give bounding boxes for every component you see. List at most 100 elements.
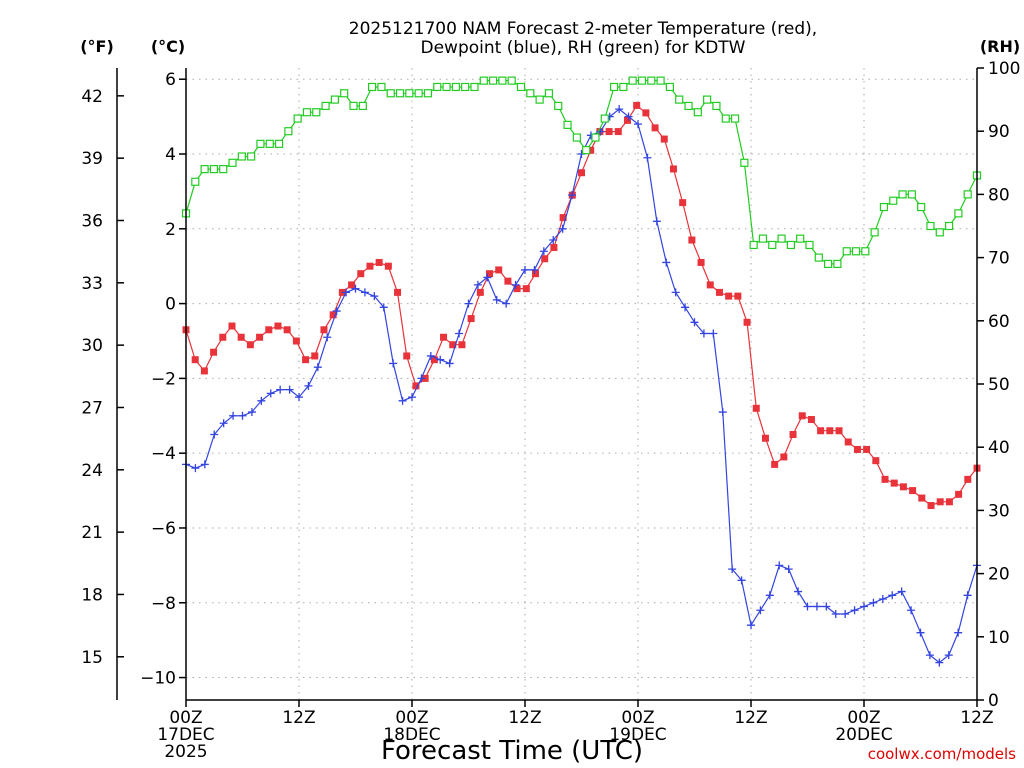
data-point-dewpoint bbox=[473, 280, 482, 289]
data-point-rh bbox=[302, 108, 312, 117]
tick-label-celsius: −4 bbox=[151, 444, 176, 464]
data-point-temperature bbox=[311, 352, 319, 360]
data-point-rh bbox=[414, 89, 423, 98]
data-point-temperature bbox=[835, 427, 843, 435]
data-point-temperature bbox=[578, 169, 585, 177]
data-point-rh bbox=[833, 259, 842, 269]
credit-text: coolwx.com/models bbox=[868, 745, 1016, 763]
data-point-rh bbox=[907, 190, 916, 199]
data-point-dewpoint bbox=[737, 576, 746, 585]
data-point-dewpoint bbox=[690, 318, 699, 327]
data-point-dewpoint bbox=[718, 408, 727, 417]
data-point-rh bbox=[656, 76, 665, 85]
data-point-temperature bbox=[863, 445, 871, 453]
tick-label-x: 12Z bbox=[734, 708, 767, 728]
data-point-temperature bbox=[853, 445, 861, 453]
tick-label-x: 17DEC bbox=[157, 725, 214, 745]
data-point-rh bbox=[256, 139, 265, 148]
data-point-dewpoint bbox=[860, 602, 868, 611]
data-point-rh bbox=[944, 221, 954, 231]
tick-label-fahrenheit: 30 bbox=[81, 336, 103, 356]
series-plus bbox=[182, 105, 981, 667]
data-point-temperature bbox=[504, 277, 512, 285]
data-point-rh bbox=[563, 120, 572, 129]
data-point-temperature bbox=[881, 475, 889, 483]
data-point-dewpoint bbox=[379, 303, 388, 312]
data-point-temperature bbox=[256, 333, 264, 341]
data-point-dewpoint bbox=[229, 411, 238, 420]
data-point-rh bbox=[730, 114, 740, 123]
data-point-rh bbox=[395, 89, 405, 98]
data-point-dewpoint bbox=[925, 651, 934, 660]
data-point-dewpoint bbox=[521, 265, 529, 274]
data-point-temperature bbox=[743, 318, 751, 326]
tick-label-x: 18DEC bbox=[383, 725, 440, 745]
data-point-dewpoint bbox=[539, 247, 548, 256]
data-point-rh bbox=[861, 247, 870, 256]
data-point-temperature bbox=[807, 416, 815, 424]
data-point-dewpoint bbox=[313, 363, 322, 372]
tick-label-rh: 10 bbox=[988, 628, 1010, 648]
data-point-rh bbox=[516, 82, 526, 92]
data-point-dewpoint bbox=[643, 153, 652, 162]
data-point-temperature bbox=[771, 460, 779, 468]
tick-label-celsius: 4 bbox=[165, 145, 176, 165]
data-point-rh bbox=[693, 108, 702, 117]
data-point-rh bbox=[386, 89, 395, 98]
data-point-temperature bbox=[936, 498, 944, 506]
data-point-rh bbox=[749, 240, 758, 250]
data-point-rh bbox=[488, 76, 498, 85]
data-point-dewpoint bbox=[238, 411, 247, 420]
data-point-dewpoint bbox=[549, 236, 558, 245]
tick-label-celsius: −6 bbox=[151, 519, 176, 539]
data-point-temperature bbox=[844, 438, 852, 446]
data-point-rh bbox=[842, 247, 851, 256]
data-point-temperature bbox=[329, 311, 337, 319]
data-point-rh bbox=[898, 190, 907, 199]
data-point-temperature bbox=[394, 288, 402, 296]
tick-label-fahrenheit: 42 bbox=[81, 87, 103, 107]
data-point-dewpoint bbox=[455, 329, 464, 338]
data-point-rh bbox=[470, 82, 479, 92]
series-open-square bbox=[181, 76, 982, 269]
data-point-dewpoint bbox=[445, 359, 454, 368]
data-point-dewpoint bbox=[869, 598, 878, 607]
data-point-rh bbox=[758, 234, 768, 243]
data-point-temperature bbox=[449, 341, 457, 349]
data-point-temperature bbox=[219, 333, 227, 341]
data-point-rh bbox=[712, 101, 721, 111]
data-point-dewpoint bbox=[897, 587, 906, 596]
data-point-rh bbox=[824, 259, 833, 269]
data-point-rh bbox=[237, 152, 246, 161]
data-point-temperature bbox=[228, 322, 236, 330]
data-point-temperature bbox=[366, 262, 374, 270]
data-point-rh bbox=[274, 139, 284, 148]
data-point-temperature bbox=[191, 356, 199, 364]
data-point-rh bbox=[609, 82, 619, 92]
tick-label-celsius: 6 bbox=[165, 70, 176, 90]
tick-label-fahrenheit: 27 bbox=[81, 398, 103, 418]
tick-label-celsius: −10 bbox=[140, 669, 176, 689]
data-point-dewpoint bbox=[850, 606, 859, 615]
data-point-temperature bbox=[467, 315, 475, 323]
data-point-rh bbox=[926, 221, 935, 231]
data-point-dewpoint bbox=[351, 284, 360, 293]
data-point-rh bbox=[703, 95, 712, 104]
data-point-temperature bbox=[955, 490, 963, 498]
data-point-dewpoint bbox=[963, 591, 972, 600]
tick-label-x: 12Z bbox=[960, 708, 993, 728]
data-point-rh bbox=[219, 165, 228, 174]
data-point-rh bbox=[461, 82, 470, 92]
data-point-rh bbox=[544, 89, 554, 98]
data-point-rh bbox=[209, 165, 219, 174]
tick-label-fahrenheit: 21 bbox=[81, 523, 103, 543]
data-point-rh bbox=[879, 202, 889, 212]
data-point-rh bbox=[265, 139, 274, 148]
tick-label-rh: 60 bbox=[988, 312, 1010, 332]
tick-label-rh: 80 bbox=[988, 185, 1010, 205]
data-point-dewpoint bbox=[483, 273, 492, 282]
data-point-dewpoint bbox=[285, 385, 294, 394]
data-point-temperature bbox=[725, 292, 733, 300]
data-point-temperature bbox=[798, 412, 806, 420]
